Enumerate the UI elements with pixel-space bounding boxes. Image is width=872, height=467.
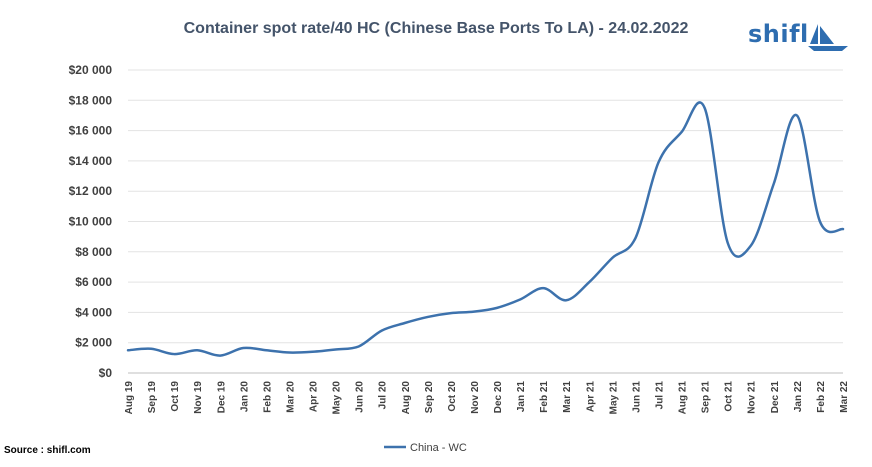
- x-tick-label: Dec 19: [216, 381, 227, 414]
- y-tick-label: $0: [99, 366, 113, 380]
- y-tick-label: $18 000: [69, 93, 113, 107]
- x-tick-label: Jan 22: [793, 381, 804, 413]
- x-tick-label: Dec 21: [770, 381, 781, 414]
- x-tick-label: Nov 19: [193, 381, 204, 414]
- x-tick-label: Oct 19: [170, 381, 181, 412]
- x-tick-label: Sep 21: [701, 381, 712, 414]
- x-tick-label: Jun 21: [631, 381, 642, 413]
- sailboat-icon: [808, 24, 848, 51]
- y-tick-label: $20 000: [69, 63, 113, 77]
- series-line-china-wc: [126, 101, 845, 357]
- y-tick-label: $6 000: [75, 275, 112, 289]
- x-tick-label: Mar 20: [285, 381, 296, 413]
- x-tick-label: Mar 22: [839, 381, 850, 413]
- x-tick-label: Nov 20: [470, 381, 481, 414]
- x-tick-label: Feb 22: [816, 381, 827, 413]
- y-tick-label: $10 000: [69, 215, 113, 229]
- y-tick-label: $8 000: [75, 245, 112, 259]
- x-tick-label: May 21: [608, 381, 619, 415]
- x-tick-label: Dec 20: [493, 381, 504, 414]
- x-tick-label: Jul 20: [378, 381, 389, 410]
- x-axis: Aug 19 Sep 19 Oct 19 Nov 19 Dec 19 Jan 20 Feb …: [124, 381, 850, 415]
- x-tick-label: Apr 21: [585, 381, 596, 413]
- legend: China - WC: [384, 442, 467, 454]
- x-tick-label: Sep 19: [147, 381, 158, 414]
- gridlines: [128, 69, 843, 374]
- shifl-logo: shifl: [748, 20, 858, 52]
- x-tick-label: Oct 21: [724, 381, 735, 412]
- y-tick-label: $2 000: [75, 336, 112, 350]
- x-tick-label: Jul 21: [654, 381, 665, 410]
- x-tick-label: Nov 21: [747, 381, 758, 414]
- x-tick-label: Apr 20: [309, 381, 320, 413]
- x-tick-label: Mar 21: [562, 381, 573, 413]
- x-tick-label: Sep 20: [424, 381, 435, 414]
- x-tick-label: Feb 21: [539, 381, 550, 413]
- x-tick-label: Jun 20: [355, 381, 366, 413]
- y-tick-label: $14 000: [69, 154, 113, 168]
- x-tick-label: Aug 19: [124, 381, 135, 415]
- x-tick-label: Aug 20: [401, 381, 412, 415]
- source-note: Source : shifl.com: [4, 445, 91, 456]
- y-tick-label: $4 000: [75, 305, 112, 319]
- legend-label: China - WC: [410, 442, 467, 454]
- y-tick-label: $12 000: [69, 184, 113, 198]
- x-tick-label: May 20: [332, 381, 343, 415]
- y-tick-label: $16 000: [69, 124, 113, 138]
- x-tick-label: Feb 20: [262, 381, 273, 413]
- x-tick-label: Oct 20: [447, 381, 458, 412]
- x-tick-label: Jan 20: [239, 381, 250, 413]
- logo-text: shifl: [748, 20, 809, 48]
- x-tick-label: Aug 21: [678, 381, 689, 415]
- chart-title: Container spot rate/40 HC (Chinese Base …: [183, 20, 689, 37]
- y-axis: $0 $2 000 $4 000 $6 000 $8 000 $10 000 $12 000…: [69, 63, 113, 380]
- x-tick-label: Jan 21: [516, 381, 527, 413]
